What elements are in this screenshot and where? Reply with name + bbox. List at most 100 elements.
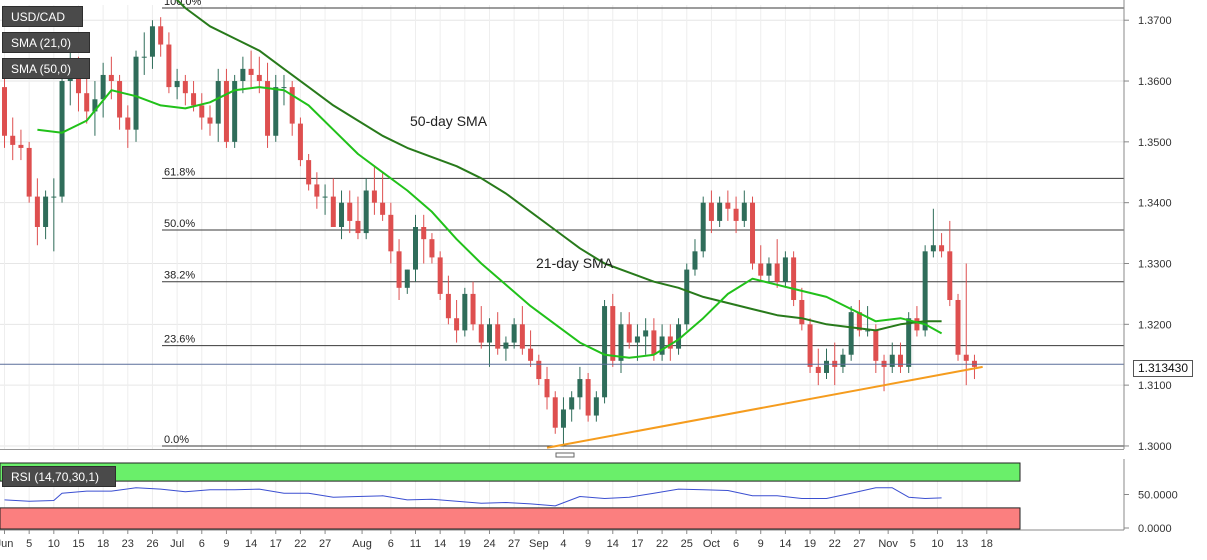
candle-body <box>750 202 756 264</box>
candle-body <box>75 68 81 94</box>
candle-body <box>18 144 24 148</box>
legend-sma21[interactable]: SMA (21,0) <box>2 32 90 53</box>
candle-body <box>182 81 188 94</box>
fib-level-label: 100.0% <box>164 0 202 8</box>
candle-body <box>930 245 936 252</box>
candle-body <box>478 324 484 343</box>
x-tick-label: 22 <box>294 538 306 550</box>
candle-body <box>43 196 49 227</box>
x-tick-label: 14 <box>245 538 257 550</box>
candle-body <box>314 184 320 197</box>
x-tick-label: 9 <box>223 538 229 550</box>
candle-body <box>59 81 65 197</box>
candle-body <box>429 239 435 258</box>
candle-body <box>100 74 106 100</box>
candle-body <box>536 360 542 380</box>
candle-body <box>495 324 501 349</box>
x-tick-label: 14 <box>779 538 791 550</box>
candle-body <box>815 366 821 373</box>
candle-body <box>922 251 928 331</box>
candle-body <box>626 324 632 343</box>
candle-body <box>963 354 969 361</box>
x-tick-label: 15 <box>72 538 84 550</box>
x-tick-label: 23 <box>122 538 134 550</box>
candle-body <box>856 312 862 331</box>
x-tick-label: 25 <box>681 538 693 550</box>
candle-body <box>322 196 328 198</box>
candle-body <box>544 379 550 398</box>
candle-body <box>684 269 690 325</box>
candle-body <box>865 330 871 332</box>
candle-body <box>824 360 829 373</box>
legend-sma50[interactable]: SMA (50,0) <box>2 58 90 79</box>
y-tick-label: 1.3600 <box>1138 76 1172 88</box>
x-tick-label: 9 <box>585 538 591 550</box>
last-price-tag: 1.313430 <box>1133 360 1193 377</box>
candle-body <box>371 190 377 203</box>
candle-body <box>388 214 394 252</box>
candle-body <box>667 336 673 349</box>
x-tick-label: 4 <box>560 538 566 550</box>
y-tick-label: 1.3200 <box>1138 319 1172 331</box>
x-tick-label: Jun <box>0 538 13 550</box>
fibonacci-levels: 100.0% 61.8% 50.0% 38.2% 23.6% 0.0% <box>162 0 1124 447</box>
candle-body <box>437 257 443 294</box>
fib-level-label: 50.0% <box>164 218 195 230</box>
x-tick-label: 6 <box>199 538 205 550</box>
candles <box>2 17 977 446</box>
y-tick-label: 1.3100 <box>1138 380 1172 392</box>
candle-body <box>725 202 731 209</box>
y-tick-label: 1.3400 <box>1138 198 1172 210</box>
legend-rsi[interactable]: RSI (14,70,30,1) <box>2 466 116 487</box>
candle-body <box>339 202 345 227</box>
fib-level-label: 61.8% <box>164 166 195 178</box>
candle-body <box>791 257 797 300</box>
candle-body <box>552 397 558 428</box>
candle-body <box>799 299 805 325</box>
trendline <box>0 363 1124 449</box>
candle-body <box>659 336 665 355</box>
y-tick-label: 1.3500 <box>1138 137 1172 149</box>
candle-body <box>199 105 205 118</box>
x-tick-label: 24 <box>483 538 495 550</box>
x-tick-label: Aug <box>352 538 372 550</box>
candle-body <box>503 342 509 349</box>
candle-body <box>108 74 114 82</box>
x-tick-label: 10 <box>931 538 943 550</box>
rsi-panel: 0.0000 50.0000 <box>0 459 1178 535</box>
sma50-annotation: 50-day SMA <box>410 113 488 129</box>
candle-body <box>10 135 16 145</box>
candle-body <box>692 251 698 270</box>
candle-body <box>281 87 287 89</box>
candle-body <box>256 74 262 82</box>
x-tick-label: 19 <box>459 538 471 550</box>
candle-body <box>232 81 238 142</box>
axes: 1.3000 1.3100 1.3200 1.3300 1.3400 1.3500 1.36… <box>0 0 1172 550</box>
candle-body <box>889 354 895 367</box>
x-tick-label: 5 <box>910 538 916 550</box>
candle-body <box>347 202 353 221</box>
candle-body <box>215 81 221 124</box>
candle-body <box>265 81 271 136</box>
fib-level-label: 0.0% <box>164 434 189 446</box>
x-tick-label: 14 <box>434 538 446 550</box>
candle-body <box>782 257 788 282</box>
x-tick-label: 26 <box>146 538 158 550</box>
x-tick-label: Nov <box>878 538 898 550</box>
candle-body <box>676 324 682 349</box>
candle-body <box>125 117 131 130</box>
moving-averages <box>37 0 943 359</box>
candle-body <box>585 379 591 416</box>
candle-body <box>848 312 854 355</box>
candle-body <box>708 202 714 221</box>
x-tick-label: 11 <box>410 538 421 550</box>
candle-body <box>733 208 739 221</box>
candle-body <box>906 318 912 367</box>
candle-body <box>519 324 525 349</box>
x-tick-label: 6 <box>733 538 739 550</box>
legend-symbol[interactable]: USD/CAD <box>2 6 83 27</box>
x-tick-label: Oct <box>703 538 720 550</box>
rsi-y-tick-label: 50.0000 <box>1138 490 1178 502</box>
